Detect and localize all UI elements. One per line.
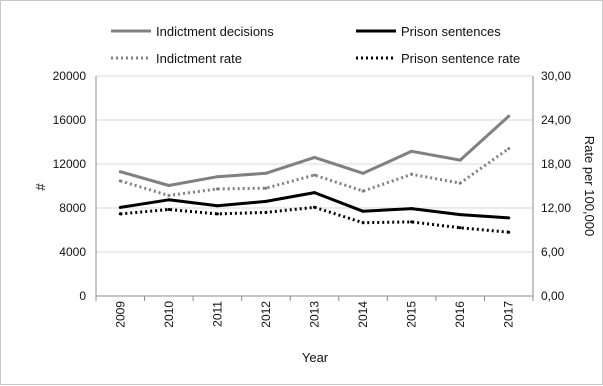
data-point	[410, 172, 414, 176]
data-point	[410, 207, 414, 211]
x-tick-label: 2009	[113, 301, 127, 328]
legend: Indictment decisions Prison sentences Indi…	[111, 24, 520, 66]
y-axis-title: #	[33, 183, 48, 191]
data-point	[361, 209, 365, 213]
data-point	[361, 221, 365, 225]
legend-label-1: Indictment decisions	[156, 24, 274, 39]
x-tick-label: 2017	[502, 301, 516, 328]
data-point	[507, 230, 511, 234]
data-point	[458, 213, 462, 217]
data-point	[167, 194, 171, 198]
y-tick-label: 0	[79, 289, 86, 303]
y2-tick-label: 18,00	[541, 157, 571, 171]
legend-label-2: Prison sentences	[401, 24, 501, 39]
data-point	[458, 158, 462, 162]
data-point	[264, 171, 268, 175]
data-point	[458, 226, 462, 230]
data-point	[507, 147, 511, 151]
x-tick-label: 2013	[308, 301, 322, 328]
legend-label-4: Prison sentence rate	[401, 51, 520, 66]
data-point	[313, 191, 316, 195]
data-point	[361, 189, 365, 193]
y-tick-label: 16000	[53, 113, 87, 127]
data-point	[215, 204, 219, 208]
data-point	[215, 187, 219, 191]
y2-tick-label: 24,00	[541, 113, 571, 127]
data-point	[410, 149, 414, 153]
legend-label-3: Indictment rate	[156, 51, 242, 66]
series-lines	[118, 114, 511, 234]
data-point	[264, 186, 268, 190]
data-point	[264, 210, 268, 214]
data-point	[507, 114, 511, 118]
series-line-3	[119, 147, 510, 197]
data-point	[313, 173, 316, 177]
data-point	[118, 179, 122, 183]
y2-tick-label: 6,00	[541, 245, 565, 259]
data-point	[361, 171, 365, 175]
x-tick-label: 2011	[210, 301, 224, 327]
data-point	[167, 207, 171, 211]
y-tick-label: 12000	[53, 157, 87, 171]
series-line-2	[120, 191, 509, 220]
data-point	[118, 170, 122, 174]
y2-tick-label: 12,00	[541, 201, 571, 215]
data-point	[410, 220, 414, 224]
series-line-4	[120, 205, 509, 234]
x-tick-label: 2010	[162, 301, 176, 328]
data-point	[167, 183, 171, 187]
y2-tick-label: 0,00	[541, 289, 565, 303]
gridlines	[96, 75, 533, 253]
data-point	[215, 175, 219, 179]
data-point	[313, 155, 316, 159]
x-axis-title: Year	[302, 350, 329, 365]
y-tick-label: 20000	[53, 69, 87, 83]
y-tick-label: 4000	[59, 245, 86, 259]
data-point	[264, 199, 268, 203]
y2-axis-title: Rate per 100,000	[582, 136, 597, 236]
data-point	[458, 181, 462, 185]
data-point	[118, 212, 122, 216]
axes: 0 4000 8000 12000 16000 20000 0,00 6,00 12,00 18,…	[53, 69, 572, 328]
data-point	[507, 216, 511, 220]
x-tick-label: 2014	[356, 301, 370, 328]
x-tick-label: 2016	[453, 301, 467, 328]
x-tick-label: 2012	[259, 301, 273, 328]
data-point	[167, 198, 171, 202]
y2-tick-label: 30,00	[541, 69, 571, 83]
data-point	[215, 212, 219, 216]
y-tick-label: 8000	[59, 201, 86, 215]
x-tick-label: 2015	[405, 301, 419, 328]
data-point	[313, 205, 316, 209]
data-point	[118, 205, 122, 209]
